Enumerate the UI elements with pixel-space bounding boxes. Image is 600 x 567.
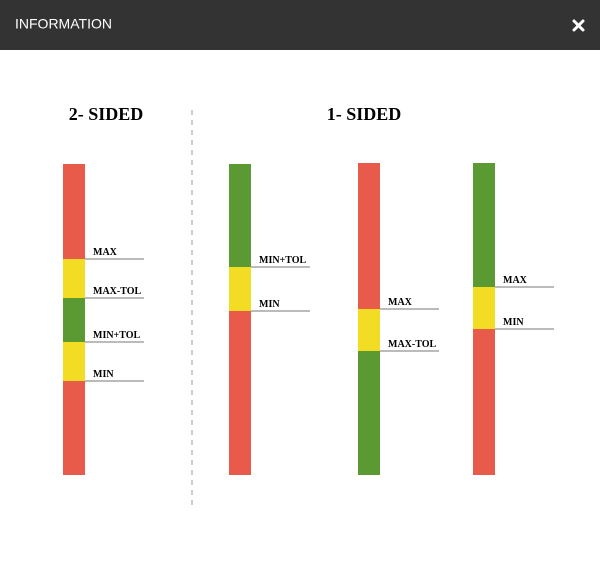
bar-segment xyxy=(63,259,85,298)
marker-label: MIN+TOL xyxy=(93,330,141,341)
bar-segment xyxy=(473,287,495,329)
section-title: 1- SIDED xyxy=(327,104,402,124)
marker-label: MIN xyxy=(259,299,280,310)
bar-segment xyxy=(473,329,495,475)
close-icon[interactable] xyxy=(572,19,585,32)
header-bar xyxy=(0,0,600,50)
bar-segment xyxy=(63,164,85,259)
bar-segment xyxy=(358,351,380,475)
bar-segment xyxy=(229,267,251,311)
marker-label: MIN xyxy=(93,369,114,380)
bar-segment xyxy=(229,164,251,267)
marker-label: MAX xyxy=(503,275,528,286)
close-button[interactable] xyxy=(572,19,585,32)
bar-segment xyxy=(473,163,495,287)
bar-segment xyxy=(63,381,85,475)
marker-label: MIN xyxy=(503,317,524,328)
marker-label: MAX-TOL xyxy=(388,339,436,350)
marker-label: MIN+TOL xyxy=(259,255,307,266)
header-title: INFORMATION xyxy=(15,16,112,32)
bar-segment xyxy=(358,163,380,309)
bar-segment xyxy=(229,311,251,475)
bar-segment xyxy=(63,298,85,342)
section-title: 2- SIDED xyxy=(69,104,144,124)
bar-segment xyxy=(358,309,380,351)
marker-label: MAX-TOL xyxy=(93,286,141,297)
marker-label: MAX xyxy=(388,297,413,308)
marker-label: MAX xyxy=(93,247,118,258)
bar-segment xyxy=(63,342,85,381)
